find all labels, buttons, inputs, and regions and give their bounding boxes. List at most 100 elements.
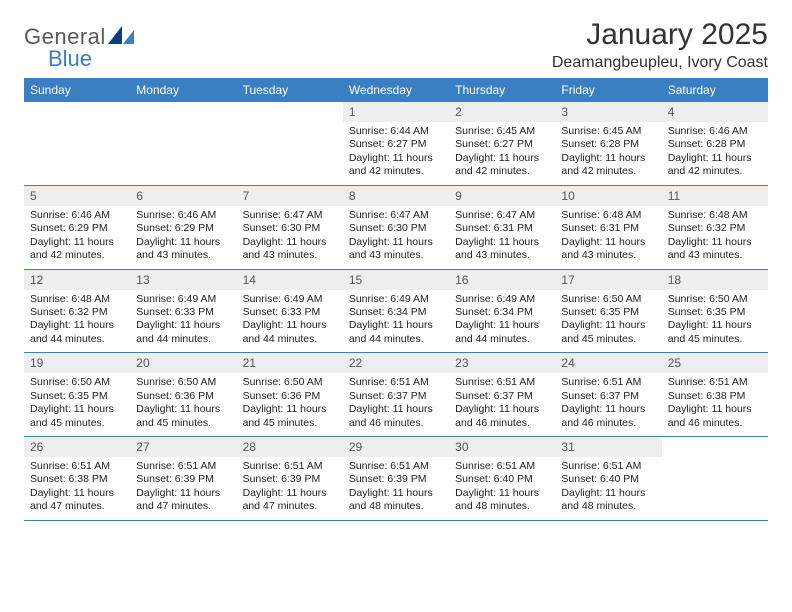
day-detail-line: Sunset: 6:40 PM	[455, 473, 549, 486]
day-cell: 21Sunrise: 6:50 AMSunset: 6:36 PMDayligh…	[237, 353, 343, 436]
day-detail-line: Sunrise: 6:51 AM	[561, 376, 655, 389]
day-details: Sunrise: 6:50 AMSunset: 6:36 PMDaylight:…	[130, 373, 236, 430]
day-cell: 25Sunrise: 6:51 AMSunset: 6:38 PMDayligh…	[662, 353, 768, 436]
day-details: Sunrise: 6:50 AMSunset: 6:36 PMDaylight:…	[237, 373, 343, 430]
day-detail-line: Sunrise: 6:51 AM	[668, 376, 762, 389]
day-details: Sunrise: 6:44 AMSunset: 6:27 PMDaylight:…	[343, 122, 449, 179]
day-details: Sunrise: 6:46 AMSunset: 6:28 PMDaylight:…	[662, 122, 768, 179]
day-number: 27	[130, 437, 236, 457]
day-number: 10	[555, 186, 661, 206]
day-detail-line: Sunset: 6:37 PM	[349, 390, 443, 403]
day-detail-line: Sunrise: 6:50 AM	[668, 293, 762, 306]
dow-cell: Sunday	[24, 78, 130, 102]
day-detail-line: Daylight: 11 hours and 43 minutes.	[561, 236, 655, 263]
day-cell-empty	[130, 102, 236, 185]
day-detail-line: Daylight: 11 hours and 48 minutes.	[455, 487, 549, 514]
day-detail-line: Sunset: 6:36 PM	[243, 390, 337, 403]
month-title: January 2025	[552, 18, 768, 52]
day-detail-line: Sunset: 6:37 PM	[561, 390, 655, 403]
day-cell-empty	[662, 437, 768, 520]
day-detail-line: Sunrise: 6:50 AM	[136, 376, 230, 389]
day-detail-line: Sunset: 6:39 PM	[243, 473, 337, 486]
day-detail-line: Sunset: 6:30 PM	[243, 222, 337, 235]
day-cell: 29Sunrise: 6:51 AMSunset: 6:39 PMDayligh…	[343, 437, 449, 520]
day-cell: 18Sunrise: 6:50 AMSunset: 6:35 PMDayligh…	[662, 270, 768, 353]
calendar: SundayMondayTuesdayWednesdayThursdayFrid…	[24, 78, 768, 521]
day-cell-empty	[237, 102, 343, 185]
day-cell: 16Sunrise: 6:49 AMSunset: 6:34 PMDayligh…	[449, 270, 555, 353]
day-cell: 20Sunrise: 6:50 AMSunset: 6:36 PMDayligh…	[130, 353, 236, 436]
day-detail-line: Daylight: 11 hours and 45 minutes.	[561, 319, 655, 346]
logo: General Blue	[24, 18, 136, 72]
day-detail-line: Daylight: 11 hours and 45 minutes.	[668, 319, 762, 346]
day-detail-line: Daylight: 11 hours and 42 minutes.	[561, 152, 655, 179]
day-detail-line: Sunset: 6:34 PM	[349, 306, 443, 319]
day-detail-line: Sunrise: 6:51 AM	[30, 460, 124, 473]
day-details: Sunrise: 6:51 AMSunset: 6:40 PMDaylight:…	[449, 457, 555, 514]
day-detail-line: Sunrise: 6:48 AM	[30, 293, 124, 306]
day-details: Sunrise: 6:49 AMSunset: 6:33 PMDaylight:…	[237, 290, 343, 347]
day-cell: 22Sunrise: 6:51 AMSunset: 6:37 PMDayligh…	[343, 353, 449, 436]
day-detail-line: Daylight: 11 hours and 42 minutes.	[30, 236, 124, 263]
day-detail-line: Daylight: 11 hours and 48 minutes.	[349, 487, 443, 514]
day-number: 31	[555, 437, 661, 457]
day-detail-line: Sunset: 6:39 PM	[349, 473, 443, 486]
week-row: 1Sunrise: 6:44 AMSunset: 6:27 PMDaylight…	[24, 102, 768, 186]
day-detail-line: Daylight: 11 hours and 43 minutes.	[349, 236, 443, 263]
day-cell: 26Sunrise: 6:51 AMSunset: 6:38 PMDayligh…	[24, 437, 130, 520]
day-detail-line: Sunset: 6:27 PM	[349, 138, 443, 151]
day-cell: 30Sunrise: 6:51 AMSunset: 6:40 PMDayligh…	[449, 437, 555, 520]
location-label: Deamangbeupleu, Ivory Coast	[552, 54, 768, 72]
day-detail-line: Daylight: 11 hours and 44 minutes.	[243, 319, 337, 346]
day-detail-line: Sunrise: 6:50 AM	[561, 293, 655, 306]
dow-cell: Wednesday	[343, 78, 449, 102]
day-detail-line: Sunset: 6:30 PM	[349, 222, 443, 235]
day-detail-line: Sunrise: 6:46 AM	[136, 209, 230, 222]
day-cell: 9Sunrise: 6:47 AMSunset: 6:31 PMDaylight…	[449, 186, 555, 269]
day-details: Sunrise: 6:48 AMSunset: 6:32 PMDaylight:…	[662, 206, 768, 263]
day-cell-empty	[24, 102, 130, 185]
day-cell: 11Sunrise: 6:48 AMSunset: 6:32 PMDayligh…	[662, 186, 768, 269]
logo-text-blue: Blue	[48, 46, 136, 72]
day-detail-line: Sunset: 6:35 PM	[561, 306, 655, 319]
day-detail-line: Sunset: 6:38 PM	[30, 473, 124, 486]
day-cell: 12Sunrise: 6:48 AMSunset: 6:32 PMDayligh…	[24, 270, 130, 353]
day-number: 8	[343, 186, 449, 206]
day-detail-line: Daylight: 11 hours and 42 minutes.	[668, 152, 762, 179]
day-details: Sunrise: 6:51 AMSunset: 6:39 PMDaylight:…	[130, 457, 236, 514]
day-cell: 15Sunrise: 6:49 AMSunset: 6:34 PMDayligh…	[343, 270, 449, 353]
day-cell: 6Sunrise: 6:46 AMSunset: 6:29 PMDaylight…	[130, 186, 236, 269]
day-detail-line: Sunset: 6:31 PM	[455, 222, 549, 235]
day-detail-line: Sunrise: 6:51 AM	[561, 460, 655, 473]
day-detail-line: Sunrise: 6:47 AM	[243, 209, 337, 222]
day-cell: 23Sunrise: 6:51 AMSunset: 6:37 PMDayligh…	[449, 353, 555, 436]
day-cell: 13Sunrise: 6:49 AMSunset: 6:33 PMDayligh…	[130, 270, 236, 353]
week-row: 19Sunrise: 6:50 AMSunset: 6:35 PMDayligh…	[24, 353, 768, 437]
day-details: Sunrise: 6:45 AMSunset: 6:28 PMDaylight:…	[555, 122, 661, 179]
day-number: 22	[343, 353, 449, 373]
week-row: 26Sunrise: 6:51 AMSunset: 6:38 PMDayligh…	[24, 437, 768, 521]
day-number: 28	[237, 437, 343, 457]
dow-cell: Friday	[555, 78, 661, 102]
day-details: Sunrise: 6:49 AMSunset: 6:33 PMDaylight:…	[130, 290, 236, 347]
day-detail-line: Sunrise: 6:51 AM	[455, 376, 549, 389]
day-detail-line: Daylight: 11 hours and 47 minutes.	[243, 487, 337, 514]
day-details: Sunrise: 6:50 AMSunset: 6:35 PMDaylight:…	[662, 290, 768, 347]
day-cell: 8Sunrise: 6:47 AMSunset: 6:30 PMDaylight…	[343, 186, 449, 269]
day-number: 3	[555, 102, 661, 122]
day-cell: 14Sunrise: 6:49 AMSunset: 6:33 PMDayligh…	[237, 270, 343, 353]
day-detail-line: Sunrise: 6:48 AM	[668, 209, 762, 222]
day-detail-line: Sunset: 6:29 PM	[136, 222, 230, 235]
day-number: 16	[449, 270, 555, 290]
day-detail-line: Sunset: 6:35 PM	[30, 390, 124, 403]
day-detail-line: Sunset: 6:29 PM	[30, 222, 124, 235]
day-number: 17	[555, 270, 661, 290]
day-detail-line: Daylight: 11 hours and 46 minutes.	[668, 403, 762, 430]
day-number: 20	[130, 353, 236, 373]
day-detail-line: Daylight: 11 hours and 42 minutes.	[455, 152, 549, 179]
day-cell: 5Sunrise: 6:46 AMSunset: 6:29 PMDaylight…	[24, 186, 130, 269]
day-detail-line: Sunset: 6:33 PM	[243, 306, 337, 319]
day-number: 14	[237, 270, 343, 290]
day-detail-line: Sunrise: 6:46 AM	[30, 209, 124, 222]
day-detail-line: Sunrise: 6:50 AM	[243, 376, 337, 389]
